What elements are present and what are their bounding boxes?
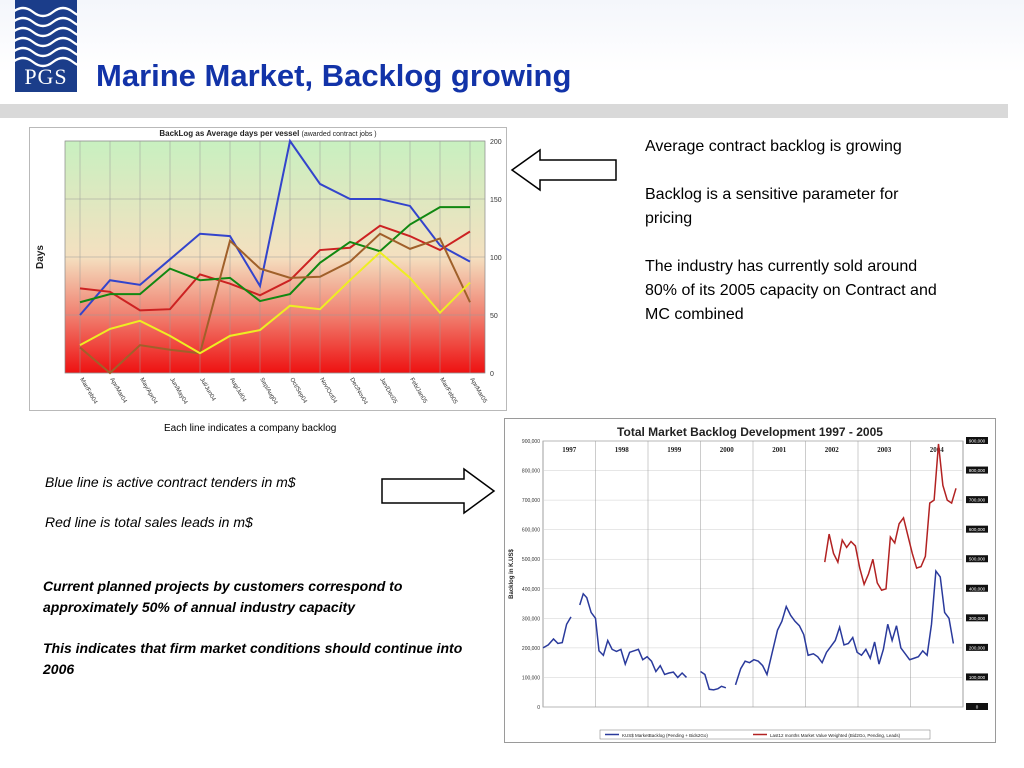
- bullet-capacity-sold: The industry has currently sold around 8…: [645, 258, 937, 323]
- chart1-series-line-3: [79, 232, 471, 375]
- chart2-ytick-right: 600,000: [969, 527, 986, 532]
- chart1-xtick-label: Mar/Feb04: [78, 377, 98, 406]
- chart2-ytick-right-box: [966, 614, 988, 622]
- chart2-year-label: 1998: [615, 446, 630, 454]
- left-arrow-icon: [510, 148, 617, 192]
- chart1-xtick-label: Feb/Jan05: [408, 377, 428, 405]
- chart1-xtick-label: Sep/Aug04: [258, 377, 278, 406]
- chart2-ytick-right-box: [966, 496, 988, 504]
- chart1-plot: 0 50 100 150 200 Mar/Feb04 Apr/Mar04 May/Apr04 J…: [35, 138, 502, 406]
- chart2-ytick-left: 0: [537, 705, 540, 711]
- note-blue-line: Blue line is active contract tenders in …: [45, 474, 296, 490]
- chart2-ytick-left: 200,000: [522, 646, 540, 652]
- chart2-legend-label: KUS$ MarketBacklog (Pending + Bids2Go): [622, 733, 708, 738]
- chart2-ytick-left: 900,000: [522, 439, 540, 445]
- italic-notes: Blue line is active contract tenders in …: [45, 472, 365, 552]
- chart2-ytick-left: 600,000: [522, 528, 540, 534]
- chart2-ytick-right-box: [966, 673, 988, 681]
- header-band: [0, 0, 1024, 104]
- chart2-ytick-right: 300,000: [969, 616, 986, 621]
- chart2-year-label: 2004: [930, 446, 945, 454]
- chart1-subtitle: (awarded contract jobs ): [301, 131, 377, 138]
- pgs-logo: PGS: [15, 0, 77, 92]
- chart2-year-label: 1999: [667, 446, 682, 454]
- chart1-xtick-label: Aug/Jul04: [228, 377, 247, 404]
- chart2-year-label: 2000: [720, 446, 735, 454]
- bullet-pricing: Backlog is a sensitive parameter for pri…: [645, 186, 899, 227]
- chart2-ytick-right-box: [966, 525, 988, 533]
- chart2-ytick-right: 900,000: [969, 439, 986, 444]
- chart2-ylabel: Backlog in K.US$: [509, 549, 515, 599]
- chart2-ytick-right: 0: [976, 705, 979, 710]
- chart2-ytick-right: 800,000: [969, 468, 986, 473]
- chart1-xtick-label: Jul/Jun04: [198, 377, 216, 403]
- chart1-caption: Each line indicates a company backlog: [164, 423, 337, 434]
- chart2-ytick-left: 300,000: [522, 616, 540, 622]
- chart2-year-label: 1997: [562, 446, 577, 454]
- right-bullets: Average contract backlog is growing Back…: [645, 135, 945, 351]
- chart2-plot: 0 0 100,000 100,000 200,000 200,000 300,000 300…: [509, 437, 988, 740]
- bullet-backlog-growing: Average contract backlog is growing: [645, 138, 902, 155]
- chart1-ytick-label: 150: [490, 197, 502, 204]
- chart2-ytick-right-box: [966, 466, 988, 474]
- chart1-ylabel: Days: [35, 245, 46, 269]
- chart1-xtick-label: Mar/Feb05: [438, 377, 458, 406]
- chart1-series-line-4: [79, 251, 471, 355]
- chart2-legend-label: Last12 months Market Value Weighted (Bid…: [770, 733, 901, 738]
- wave-logo-icon: [15, 6, 77, 68]
- chart2-ytick-right: 400,000: [969, 586, 986, 591]
- chart1-ytick-label: 0: [490, 371, 494, 378]
- note-red-line: Red line is total sales leads in m$: [45, 514, 253, 530]
- chart1-series-line-2: [79, 206, 470, 304]
- chart2-year-label: 2001: [772, 446, 787, 454]
- chart2-series-1-segment-0: [824, 443, 957, 592]
- chart2-ytick-right: 500,000: [969, 557, 986, 562]
- chart2-ytick-right: 100,000: [969, 675, 986, 680]
- chart2-series-0-segment-3: [734, 568, 955, 686]
- chart1-title-row: BackLog as Average days per vessel (awar…: [30, 129, 506, 138]
- chart1-xtick-label: Nov/Oct04: [318, 377, 338, 405]
- chart1-xtick-label: Apr/Mar05: [468, 377, 488, 405]
- chart2-ytick-right-box: [966, 643, 988, 651]
- chart1-xtick-label: Apr/Mar04: [108, 377, 128, 405]
- chart2-series-0-segment-1: [579, 592, 688, 679]
- chart2-ytick-right-box: [966, 555, 988, 563]
- chart2-ytick-right: 200,000: [969, 645, 986, 650]
- chart1-series-line-1: [79, 224, 471, 312]
- chart1-xtick-label: Jun/May04: [168, 377, 188, 406]
- market-backlog-chart: Total Market Backlog Development 1997 - …: [504, 418, 996, 743]
- note-planned-projects: Current planned projects by customers co…: [43, 578, 403, 615]
- chart1-title: BackLog as Average days per vessel: [159, 129, 300, 138]
- chart2-ytick-left: 800,000: [522, 469, 540, 475]
- chart2-ytick-left: 100,000: [522, 675, 540, 681]
- chart1-xtick-label: Jan/Dec05: [378, 377, 398, 405]
- chart1-series-line-0: [79, 138, 471, 316]
- chart2-year-label: 2003: [877, 446, 892, 454]
- logo-text: PGS: [24, 64, 68, 89]
- right-arrow-icon: [381, 467, 496, 515]
- chart1-ytick-label: 200: [490, 139, 502, 146]
- note-firm-market: This indicates that firm market conditio…: [43, 640, 463, 677]
- header-divider: [0, 104, 1008, 118]
- chart1-ytick-label: 100: [490, 255, 502, 262]
- backlog-days-chart: BackLog as Average days per vessel (awar…: [29, 127, 507, 411]
- chart1-xtick-label: Dec/Nov04: [348, 377, 368, 406]
- chart2-year-label: 2002: [825, 446, 840, 454]
- chart1-xtick-label: Oct/Sep04: [288, 377, 308, 405]
- chart2-ytick-left: 700,000: [522, 498, 540, 504]
- bold-notes: Current planned projects by customers co…: [43, 576, 493, 700]
- chart1-xtick-label: May/Apr04: [138, 377, 158, 406]
- chart2-title: Total Market Backlog Development 1997 - …: [617, 425, 883, 439]
- chart2-ytick-right-box: [966, 437, 988, 444]
- chart2-ytick-right-box: [966, 584, 988, 592]
- chart2-ytick-right: 700,000: [969, 498, 986, 503]
- chart2-series-0-segment-2: [700, 670, 727, 691]
- chart1-ytick-label: 50: [490, 313, 498, 320]
- chart2-ytick-left: 500,000: [522, 557, 540, 563]
- chart2-ytick-left: 400,000: [522, 587, 540, 593]
- chart2-ytick-right-box: [966, 703, 988, 710]
- page-title: Marine Market, Backlog growing: [96, 58, 572, 93]
- chart2-series-0-segment-0: [542, 616, 572, 649]
